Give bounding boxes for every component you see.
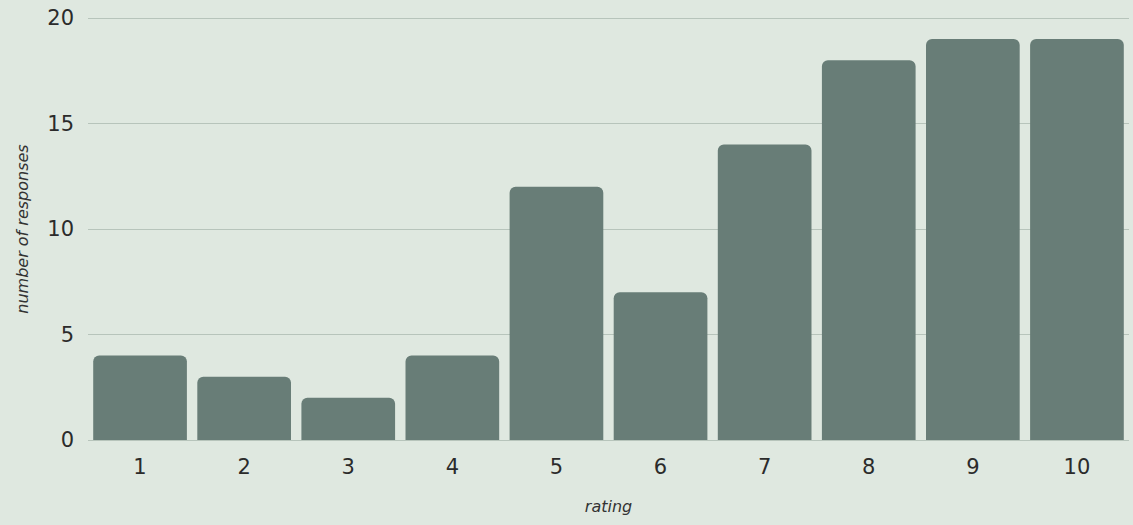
svg-text:6: 6	[654, 455, 667, 479]
svg-text:number of responses: number of responses	[13, 144, 32, 313]
svg-text:1: 1	[133, 455, 146, 479]
svg-text:rating: rating	[585, 497, 632, 516]
svg-text:10: 10	[1064, 455, 1091, 479]
svg-text:10: 10	[47, 217, 74, 241]
svg-text:15: 15	[47, 112, 74, 136]
svg-text:7: 7	[758, 455, 771, 479]
svg-text:5: 5	[61, 323, 74, 347]
svg-text:0: 0	[61, 428, 74, 452]
svg-text:9: 9	[966, 455, 979, 479]
svg-text:4: 4	[446, 455, 459, 479]
svg-text:3: 3	[342, 455, 355, 479]
svg-text:2: 2	[237, 455, 250, 479]
svg-text:8: 8	[862, 455, 875, 479]
svg-text:20: 20	[47, 6, 74, 30]
svg-text:5: 5	[550, 455, 563, 479]
